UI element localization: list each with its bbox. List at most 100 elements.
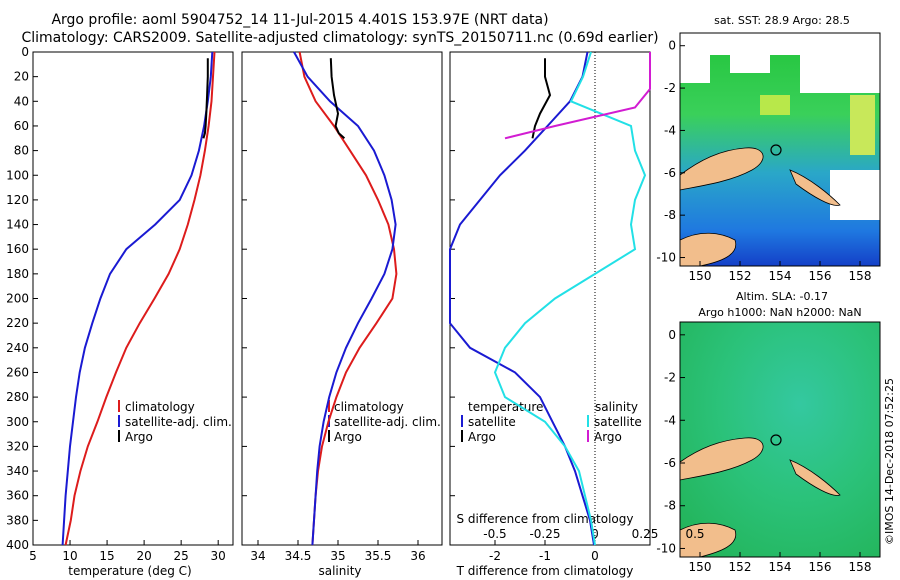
x-tick-label: -2 [489, 549, 501, 563]
series-line-satellite-adj--clim- [61, 51, 214, 546]
difference-panel [449, 51, 651, 546]
legend-label-temperature-argo: Argo [468, 430, 496, 444]
sst-warm-patch [760, 95, 790, 115]
sla-argo-marker [770, 434, 782, 446]
legend-label-climatology: climatology [125, 400, 195, 414]
difference-top-xlabel: S difference from climatology [457, 512, 634, 526]
salinity-xlabel: salinity [318, 564, 361, 578]
papua-land-south [679, 232, 737, 267]
top-tick-label: -0.25 [529, 527, 560, 541]
map-y-tick-label: 0 [668, 39, 676, 53]
y-tick-label: 40 [14, 94, 29, 108]
new-guinea-land [679, 437, 764, 481]
bougainville-land [789, 169, 841, 206]
y-tick-label: 140 [6, 218, 29, 232]
title-line-2: Climatology: CARS2009. Satellite-adjuste… [21, 30, 658, 46]
x-tick-label: 5 [29, 549, 37, 563]
y-tick-label: 220 [6, 316, 29, 330]
map-y-tick-label: -6 [664, 166, 676, 180]
legend-label-argo: Argo [125, 430, 153, 444]
series-line-argo [504, 52, 651, 140]
sla-field [680, 322, 880, 557]
sst-missing-right [800, 33, 880, 93]
map-x-tick-label: 152 [729, 560, 752, 574]
map-y-tick-label: -8 [664, 499, 676, 513]
legend-label-climatology: climatology [334, 400, 404, 414]
map-x-tick-label: 156 [809, 269, 832, 283]
series-line-argo [329, 58, 346, 140]
map-x-tick-label: 158 [849, 560, 872, 574]
y-tick-label: 280 [6, 390, 29, 404]
y-tick-label: 380 [6, 513, 29, 527]
map-y-tick-label: -8 [664, 208, 676, 222]
x-tick-label: 20 [136, 549, 151, 563]
temperature-panel [32, 51, 234, 546]
title-line-1: Argo profile: aoml 5904752_14 11-Jul-201… [51, 12, 548, 28]
sst-warm-patch [850, 95, 875, 155]
top-tick-label: -0.5 [483, 527, 506, 541]
x-tick-label: 34 [250, 549, 265, 563]
sst-missing-block [730, 33, 770, 73]
map-x-tick-label: 154 [769, 560, 792, 574]
imos-credit: ©IMOS 14-Dec-2018 07:52:25 [883, 378, 896, 545]
map-y-tick-label: -2 [664, 81, 676, 95]
y-tick-label: 60 [14, 119, 29, 133]
legend-label-salinity-argo: Argo [594, 430, 622, 444]
legend-label-satellite: satellite-adj. clim. [125, 415, 232, 429]
y-tick-label: 240 [6, 341, 29, 355]
x-tick-label: 35 [330, 549, 345, 563]
legend-title-salinity: salinity [595, 400, 638, 414]
legend-label-salinity-satellite: satellite [594, 415, 642, 429]
series-line-climatology [64, 51, 216, 546]
top-tick-label: 0 [591, 527, 599, 541]
sst-map [679, 32, 881, 267]
map-y-tick-label: -10 [656, 251, 676, 265]
y-tick-label: 100 [6, 168, 29, 182]
map-x-tick-label: 152 [729, 269, 752, 283]
top-tick-label: 0.5 [685, 527, 704, 541]
map-y-tick-label: -4 [664, 123, 676, 137]
y-tick-label: 260 [6, 365, 29, 379]
sla-map-title: Altim. SLA: -0.17 [736, 290, 828, 303]
map-x-tick-label: 156 [809, 560, 832, 574]
x-tick-label: 34.5 [285, 549, 312, 563]
x-tick-label: 10 [62, 549, 77, 563]
sst-missing-left [680, 33, 710, 83]
papua-land-south [679, 522, 737, 558]
sst-missing-lower [830, 170, 880, 220]
plot-marks: 5 10 15 20 25 3002040608010012014016018020022… [6, 39, 871, 574]
map-y-tick-label: 0 [668, 328, 676, 342]
legend-label-temperature-satellite: satellite [468, 415, 516, 429]
temperature-legend: climatology satellite-adj. clim. Argo [118, 400, 232, 444]
legend-title-temperature: temperature [468, 400, 543, 414]
map-y-tick-label: -6 [664, 456, 676, 470]
sla-map [679, 321, 881, 558]
series-line-argo [531, 58, 552, 139]
y-tick-label: 160 [6, 242, 29, 256]
legend-label-satellite: satellite-adj. clim. [334, 415, 441, 429]
series-line-argo [202, 58, 209, 139]
map-y-tick-label: -4 [664, 413, 676, 427]
new-guinea-land [679, 147, 764, 191]
y-tick-label: 400 [6, 538, 29, 552]
x-tick-label: 35.5 [365, 549, 392, 563]
x-tick-label: 15 [99, 549, 114, 563]
legend-label-argo: Argo [334, 430, 362, 444]
sla-map-subtitle: Argo h1000: NaN h2000: NaN [698, 306, 861, 319]
sst-map-title: sat. SST: 28.9 Argo: 28.5 [714, 14, 850, 27]
map-x-tick-label: 150 [689, 560, 712, 574]
salinity-panel [241, 51, 443, 546]
y-tick-label: 360 [6, 489, 29, 503]
x-tick-label: 36 [410, 549, 425, 563]
y-tick-label: 20 [14, 70, 29, 84]
y-tick-label: 180 [6, 267, 29, 281]
y-tick-label: 200 [6, 292, 29, 306]
map-x-tick-label: 150 [689, 269, 712, 283]
sst-argo-marker [770, 144, 782, 156]
temperature-xlabel: temperature (deg C) [68, 564, 191, 578]
x-tick-label: 25 [174, 549, 189, 563]
series-line-climatology [298, 51, 398, 546]
bougainville-land [789, 459, 841, 496]
y-tick-label: 300 [6, 415, 29, 429]
